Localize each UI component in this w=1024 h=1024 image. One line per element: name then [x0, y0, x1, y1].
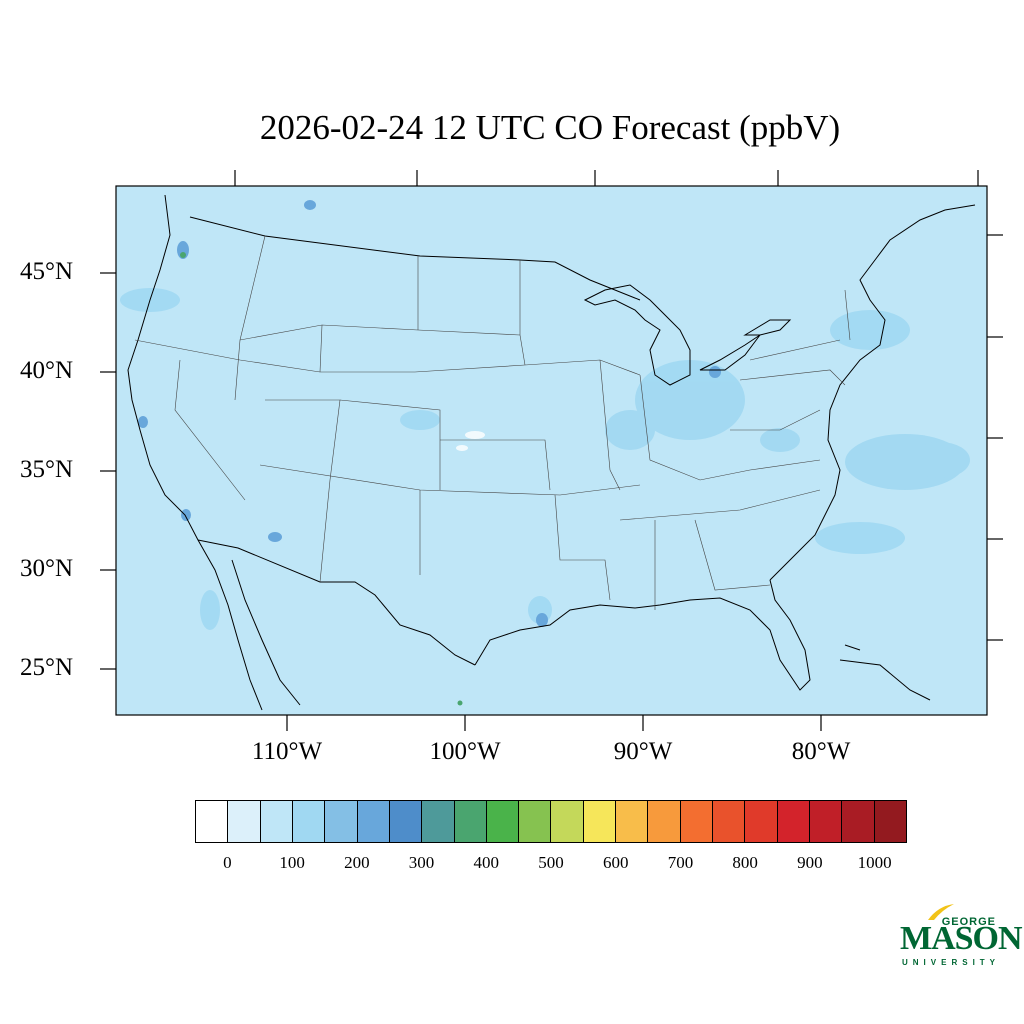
lat-label-25n: 25°N [20, 654, 74, 681]
map-background [116, 186, 987, 715]
colorbar-tick-label: 1000 [857, 853, 892, 872]
colorbar-swatch [680, 801, 713, 842]
colorbar-tick-label: 100 [279, 853, 305, 872]
right-ticks [987, 234, 1003, 641]
left-ticks [100, 272, 116, 670]
co-low-spots [456, 431, 485, 451]
lon-label-110w: 110°W [251, 738, 323, 765]
colorbar-swatch [842, 801, 875, 842]
colorbar-swatch [809, 801, 843, 842]
colorbar-swatch [357, 801, 390, 842]
logo-university: UNIVERSITY [902, 958, 1001, 967]
colorbar-swatch [777, 801, 810, 842]
state-borders [134, 235, 851, 610]
colorbar-swatch [422, 801, 455, 842]
colorbar-swatch [196, 801, 229, 842]
colorbar-tick-label: 600 [602, 853, 629, 872]
colorbar-swatch [389, 801, 423, 842]
top-ticks [234, 170, 979, 186]
logo-george: GEORGE [941, 916, 996, 928]
colorbar-swatch [551, 801, 584, 842]
co-high-spots [138, 200, 721, 627]
coastlines-and-borders [127, 194, 976, 711]
bottom-ticks [286, 715, 822, 731]
colorbar-tick-label: 300 [408, 853, 435, 872]
lat-label-30n: 30°N [20, 555, 74, 582]
lat-label-35n: 35°N [20, 456, 74, 483]
colorbar-swatch [616, 801, 649, 842]
colorbar-tick-label: 500 [538, 853, 564, 872]
colorbar-swatch [519, 801, 552, 842]
colorbar-swatch [713, 801, 746, 842]
colorbar-tick-label: 800 [732, 853, 758, 872]
colorbar-swatch [292, 801, 326, 842]
colorbar-swatch [454, 801, 487, 842]
colorbar [195, 800, 907, 843]
lon-label-100w: 100°W [429, 738, 501, 765]
colorbar-labels: 0 100 200 300 400 500 600 700 800 900 1000 [0, 853, 1024, 877]
colorbar-tick-label: 900 [797, 853, 823, 872]
lon-label-80w: 80°W [791, 738, 851, 765]
lat-label-45n: 45°N [20, 258, 74, 285]
map-title: 2026-02-24 12 UTC CO Forecast (ppbV) [259, 108, 841, 147]
logo-mason: MASON [900, 920, 1023, 957]
map-frame [115, 185, 988, 716]
colorbar-tick-label: 400 [473, 853, 500, 872]
colorbar-swatch [486, 801, 520, 842]
colorbar-swatch [325, 801, 358, 842]
colorbar-tick-label: 700 [667, 853, 694, 872]
colorbar-swatch [874, 801, 906, 842]
gmu-logo: GEORGE MASON UNIVERSITY [896, 900, 1023, 970]
colorbar-swatch [648, 801, 681, 842]
colorbar-swatch [745, 801, 778, 842]
co-peak-spots [180, 252, 463, 706]
colorbar-tick-label: 200 [344, 853, 370, 872]
colorbar-swatch [260, 801, 293, 842]
colorbar-swatch [583, 801, 617, 842]
lat-label-40n: 40°N [20, 357, 74, 384]
colorbar-tick-label: 0 [223, 853, 232, 872]
colorbar-swatch [228, 801, 261, 842]
swoosh-icon [928, 904, 954, 920]
co-concentration-features [120, 288, 970, 630]
lon-label-90w: 90°W [613, 738, 673, 765]
